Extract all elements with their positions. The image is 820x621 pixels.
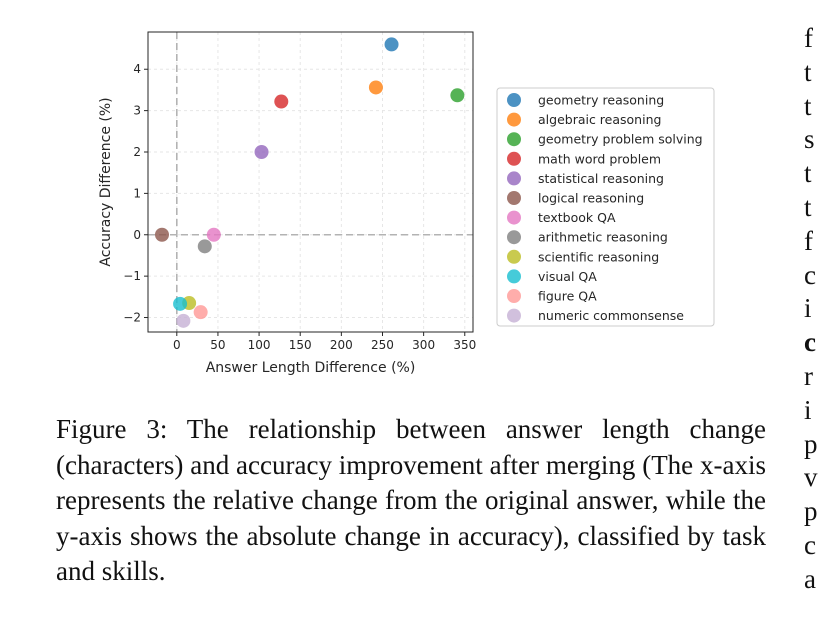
point-geometry-problem-solving xyxy=(450,88,465,103)
column-fragment: t xyxy=(804,158,812,189)
reference-lines xyxy=(148,32,473,332)
legend-entry-label: logical reasoning xyxy=(538,191,644,206)
legend: geometry reasoning algebraic reasoning geo… xyxy=(496,87,715,327)
legend-entry-label: algebraic reasoning xyxy=(538,112,661,127)
point-arithmetic-reasoning xyxy=(197,239,212,254)
x-tick-label: 100 xyxy=(248,338,271,352)
legend-entry-label: figure QA xyxy=(538,289,597,304)
column-fragment: t xyxy=(804,191,812,222)
x-tick-label: 350 xyxy=(453,338,476,352)
point-visual-QA xyxy=(173,296,188,311)
column-fragment: i xyxy=(804,394,812,425)
point-textbook-QA xyxy=(206,227,221,242)
legend-marker xyxy=(507,151,521,166)
legend-entry-label: statistical reasoning xyxy=(538,171,664,186)
x-tick-label: 200 xyxy=(330,338,353,352)
legend-entry-label: geometry problem solving xyxy=(538,132,703,147)
legend-entry-label: numeric commonsense xyxy=(538,308,684,323)
column-fragment: p xyxy=(804,428,818,459)
legend-marker xyxy=(507,249,521,264)
legend-entry-label: scientific reasoning xyxy=(538,249,659,264)
column-fragment: t xyxy=(804,90,812,121)
y-axis-ticks: −2 −1 0 1 2 3 4 xyxy=(123,62,148,325)
legend-marker xyxy=(507,171,521,186)
y-tick-label: 0 xyxy=(133,228,141,242)
legend-marker xyxy=(507,210,521,225)
legend-frame xyxy=(496,87,715,327)
x-tick-label: 0 xyxy=(173,338,181,352)
figure-caption: Figure 3: The relationship between answe… xyxy=(56,414,766,586)
legend-entry-label: textbook QA xyxy=(538,210,616,225)
point-geometry-reasoning xyxy=(384,37,399,52)
column-fragment: a xyxy=(804,563,816,594)
y-tick-label: −1 xyxy=(123,269,141,283)
column-fragment: c xyxy=(804,327,816,358)
y-tick-label: 1 xyxy=(133,186,141,200)
scatter-figure: 0 50 100 150 200 250 300 350 −2 −1 0 1 2 3 4 Answer L… xyxy=(98,31,715,376)
column-fragment: f xyxy=(804,23,813,53)
column-fragment: i xyxy=(804,293,812,324)
legend-marker xyxy=(507,289,521,303)
grid xyxy=(148,32,473,332)
y-tick-label: 4 xyxy=(133,62,141,76)
y-tick-label: −2 xyxy=(123,311,141,325)
legend-marker xyxy=(507,308,521,323)
column-fragment: c xyxy=(804,529,816,560)
column-fragment: c xyxy=(804,259,816,290)
legend-marker xyxy=(507,112,521,127)
point-figure-QA xyxy=(193,305,208,320)
point-logical-reasoning xyxy=(154,227,169,242)
y-axis-label: Accuracy Difference (%) xyxy=(98,97,114,266)
legend-entry-label: geometry reasoning xyxy=(538,93,664,108)
plot-frame xyxy=(147,31,474,333)
x-axis-label: Answer Length Difference (%) xyxy=(206,360,416,376)
point-math-word-problem xyxy=(274,94,289,109)
legend-entry-label: visual QA xyxy=(538,269,597,284)
x-tick-label: 250 xyxy=(371,338,394,352)
x-axis-ticks: 0 50 100 150 200 250 300 350 xyxy=(173,332,476,352)
column-fragment: r xyxy=(804,360,813,391)
legend-entry-label: math word problem xyxy=(538,151,661,166)
legend-marker xyxy=(507,269,521,284)
column-fragment: p xyxy=(804,496,818,527)
x-tick-label: 50 xyxy=(210,338,225,352)
legend-marker xyxy=(507,93,521,107)
legend-entry-label: arithmetic reasoning xyxy=(538,230,668,245)
column-fragment: f xyxy=(804,225,813,256)
legend-marker xyxy=(507,132,521,147)
point-numeric-commonsense xyxy=(176,313,191,328)
x-tick-label: 300 xyxy=(412,338,435,352)
legend-marker xyxy=(507,230,521,245)
legend-marker xyxy=(507,191,521,205)
y-tick-label: 2 xyxy=(133,145,141,159)
point-statistical-reasoning xyxy=(254,145,269,159)
column-fragment: t xyxy=(804,56,812,87)
point-algebraic-reasoning xyxy=(368,80,383,95)
column-fragment: s xyxy=(804,124,815,155)
data-points xyxy=(154,37,465,328)
column-fragment: v xyxy=(804,462,818,493)
y-tick-label: 3 xyxy=(133,104,141,118)
x-tick-label: 150 xyxy=(289,338,312,352)
